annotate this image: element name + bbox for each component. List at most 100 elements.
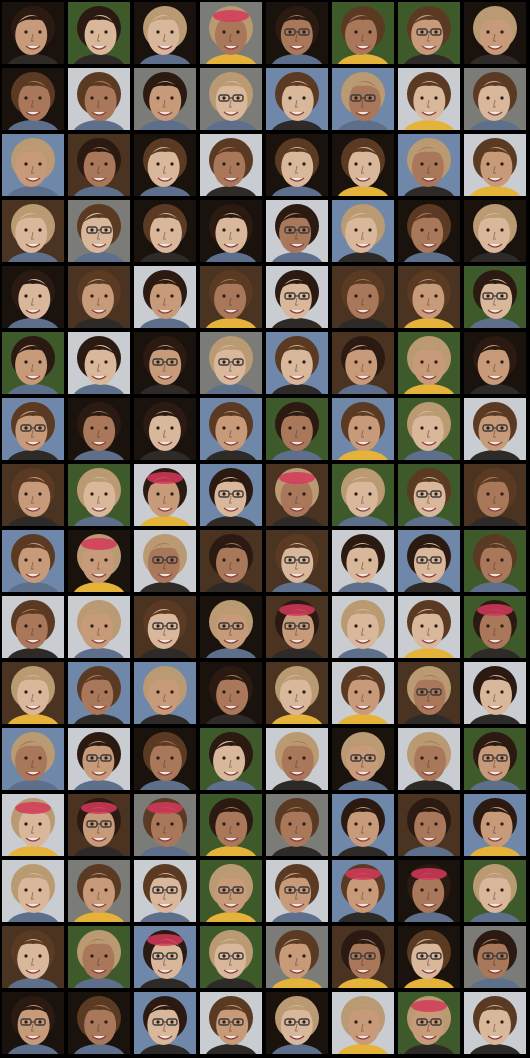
face-tile xyxy=(266,596,328,658)
face-image xyxy=(398,332,460,394)
face-tile xyxy=(266,860,328,922)
face-image xyxy=(398,596,460,658)
face-image xyxy=(2,926,64,988)
face-image xyxy=(2,530,64,592)
face-tile xyxy=(200,530,262,592)
face-tile xyxy=(398,530,460,592)
face-image xyxy=(2,860,64,922)
face-tile xyxy=(200,728,262,790)
face-tile xyxy=(398,992,460,1054)
face-image xyxy=(266,464,328,526)
face-image xyxy=(398,2,460,64)
face-tile xyxy=(134,266,196,328)
face-image xyxy=(266,332,328,394)
face-image xyxy=(68,464,130,526)
face-tile xyxy=(464,662,526,724)
face-tile xyxy=(464,794,526,856)
face-tile xyxy=(464,530,526,592)
face-tile xyxy=(134,794,196,856)
face-image xyxy=(398,728,460,790)
face-tile xyxy=(68,2,130,64)
face-image xyxy=(68,728,130,790)
face-image xyxy=(266,2,328,64)
face-image xyxy=(464,794,526,856)
face-image xyxy=(464,992,526,1054)
face-image xyxy=(200,332,262,394)
face-tile xyxy=(266,926,328,988)
face-tile xyxy=(134,464,196,526)
face-tile xyxy=(68,662,130,724)
face-tile xyxy=(464,596,526,658)
face-image xyxy=(398,464,460,526)
face-image xyxy=(134,332,196,394)
face-tile xyxy=(398,134,460,196)
face-image xyxy=(134,926,196,988)
face-tile xyxy=(134,332,196,394)
face-image xyxy=(464,68,526,130)
face-tile xyxy=(134,728,196,790)
face-image xyxy=(398,266,460,328)
face-tile xyxy=(464,134,526,196)
face-tile xyxy=(2,992,64,1054)
face-tile xyxy=(266,68,328,130)
face-tile xyxy=(332,200,394,262)
face-image xyxy=(266,992,328,1054)
face-tile xyxy=(134,926,196,988)
face-image xyxy=(68,992,130,1054)
face-image xyxy=(398,662,460,724)
face-image xyxy=(332,398,394,460)
face-image xyxy=(464,530,526,592)
face-image xyxy=(332,860,394,922)
face-image xyxy=(398,200,460,262)
face-image xyxy=(200,794,262,856)
face-tile xyxy=(68,398,130,460)
face-tile xyxy=(464,68,526,130)
face-tile xyxy=(2,68,64,130)
face-image xyxy=(68,596,130,658)
face-image xyxy=(200,926,262,988)
face-tile xyxy=(134,2,196,64)
face-image xyxy=(332,662,394,724)
face-image xyxy=(68,860,130,922)
face-image xyxy=(68,200,130,262)
face-tile xyxy=(2,860,64,922)
face-image xyxy=(68,134,130,196)
face-image xyxy=(464,464,526,526)
face-tile xyxy=(200,332,262,394)
face-image xyxy=(68,332,130,394)
face-tile xyxy=(200,464,262,526)
face-image xyxy=(266,398,328,460)
face-image xyxy=(2,68,64,130)
face-image xyxy=(398,68,460,130)
face-image xyxy=(134,530,196,592)
face-tile xyxy=(68,596,130,658)
face-tile xyxy=(398,464,460,526)
face-image xyxy=(200,662,262,724)
face-tile xyxy=(68,134,130,196)
face-image xyxy=(332,266,394,328)
face-image xyxy=(134,464,196,526)
face-image xyxy=(200,728,262,790)
face-tile xyxy=(200,596,262,658)
face-tile xyxy=(266,464,328,526)
face-tile xyxy=(266,530,328,592)
face-tile xyxy=(332,68,394,130)
face-image xyxy=(134,2,196,64)
face-image xyxy=(332,992,394,1054)
face-image xyxy=(398,134,460,196)
face-image xyxy=(2,266,64,328)
face-tile xyxy=(332,530,394,592)
face-tile xyxy=(332,596,394,658)
face-tile xyxy=(2,398,64,460)
face-image xyxy=(68,68,130,130)
face-tile xyxy=(332,860,394,922)
face-tile xyxy=(332,266,394,328)
face-tile xyxy=(464,992,526,1054)
face-tile xyxy=(200,398,262,460)
face-tile xyxy=(200,662,262,724)
face-image xyxy=(2,332,64,394)
face-image xyxy=(332,926,394,988)
face-tile xyxy=(68,266,130,328)
face-image xyxy=(200,860,262,922)
face-image xyxy=(464,134,526,196)
